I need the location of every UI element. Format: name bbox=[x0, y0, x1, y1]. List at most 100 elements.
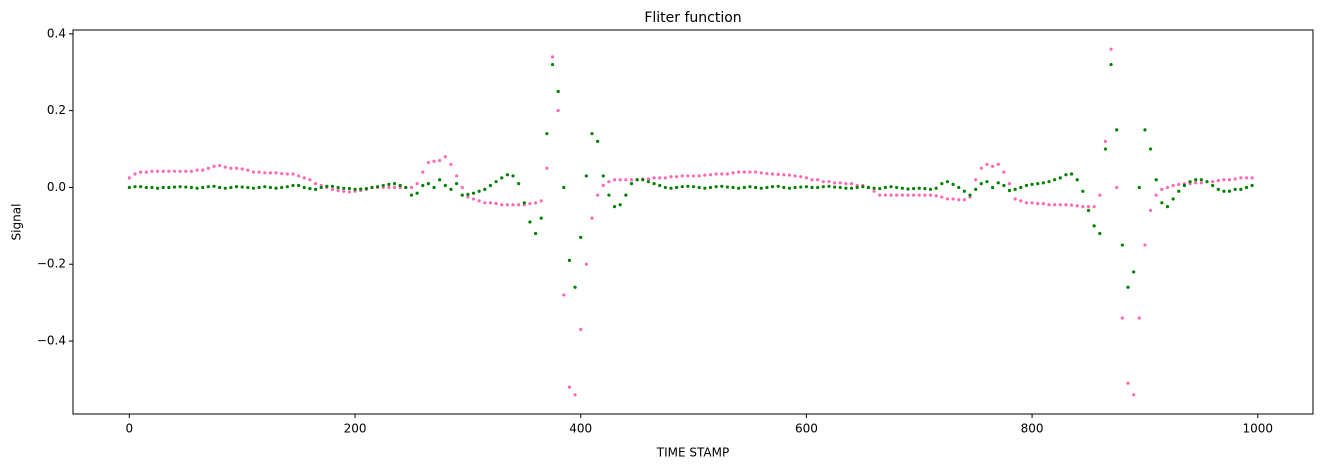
scatter-point bbox=[810, 178, 814, 182]
scatter-point bbox=[567, 258, 572, 262]
scatter-point bbox=[330, 184, 335, 188]
scatter-point bbox=[562, 185, 566, 190]
scatter-point bbox=[494, 201, 498, 206]
scatter-point bbox=[1019, 185, 1023, 190]
scatter-point bbox=[471, 197, 476, 201]
scatter-point bbox=[1222, 178, 1226, 182]
scatter-point bbox=[646, 180, 651, 184]
scatter-point bbox=[1154, 193, 1158, 197]
scatter-point bbox=[737, 170, 741, 174]
scatter-point bbox=[607, 180, 611, 184]
y-tick-label: 0.2 bbox=[47, 103, 66, 117]
scatter-point bbox=[144, 170, 148, 174]
scatter-point bbox=[466, 195, 470, 199]
scatter-point bbox=[895, 185, 899, 190]
scatter-point bbox=[1013, 187, 1017, 191]
scatter-point bbox=[1002, 183, 1006, 188]
scatter-point bbox=[1058, 176, 1062, 180]
scatter-point bbox=[957, 198, 961, 202]
scatter-point bbox=[844, 182, 848, 186]
scatter-point bbox=[945, 197, 950, 201]
scatter-point bbox=[359, 187, 363, 191]
scatter-point bbox=[426, 182, 430, 186]
scatter-point bbox=[663, 176, 667, 180]
scatter-point bbox=[234, 185, 239, 189]
scatter-point bbox=[488, 201, 493, 205]
scatter-point bbox=[1211, 180, 1215, 184]
scatter-point bbox=[985, 162, 989, 166]
scatter-point bbox=[274, 186, 278, 190]
scatter-point bbox=[584, 262, 588, 266]
scatter-point bbox=[652, 182, 656, 186]
x-tick-label: 0 bbox=[126, 422, 134, 436]
scatter-point bbox=[201, 168, 205, 172]
scatter-point bbox=[1053, 203, 1057, 207]
scatter-point bbox=[454, 174, 459, 178]
scatter-point bbox=[505, 173, 509, 177]
scatter-point bbox=[833, 185, 837, 189]
scatter-point bbox=[1227, 178, 1232, 182]
scatter-point bbox=[974, 187, 978, 191]
scatter-point bbox=[1194, 178, 1198, 182]
scatter-point bbox=[878, 186, 882, 191]
scatter-point bbox=[1165, 185, 1170, 190]
scatter-point bbox=[1177, 189, 1181, 193]
scatter-point bbox=[1222, 189, 1226, 193]
scatter-point bbox=[629, 182, 634, 186]
scatter-point bbox=[438, 178, 442, 182]
scatter-point bbox=[206, 185, 210, 189]
scatter-point bbox=[928, 193, 933, 197]
scatter-point bbox=[229, 166, 233, 170]
scatter-point bbox=[590, 216, 594, 220]
scatter-point bbox=[844, 186, 848, 190]
scatter-point bbox=[381, 183, 385, 188]
scatter-point bbox=[1081, 205, 1085, 209]
scatter-point bbox=[195, 186, 199, 190]
scatter-point bbox=[765, 185, 769, 190]
scatter-point bbox=[432, 159, 436, 163]
scatter-point bbox=[849, 182, 854, 186]
scatter-point bbox=[590, 132, 594, 136]
scatter-point bbox=[1092, 205, 1096, 209]
scatter-point bbox=[900, 186, 904, 190]
scatter-point bbox=[517, 203, 521, 207]
scatter-point bbox=[714, 185, 718, 189]
scatter-point bbox=[449, 187, 453, 191]
plot-area bbox=[127, 47, 1254, 397]
scatter-point bbox=[833, 181, 837, 185]
scatter-point bbox=[285, 172, 289, 176]
scatter-point bbox=[201, 185, 205, 190]
scatter-point bbox=[1188, 180, 1192, 184]
scatter-point bbox=[302, 176, 306, 180]
scatter-point bbox=[1115, 185, 1119, 190]
scatter-point bbox=[562, 293, 566, 297]
scatter-point bbox=[1244, 176, 1249, 180]
scatter-point bbox=[720, 172, 724, 176]
scatter-point bbox=[505, 203, 509, 207]
scatter-point bbox=[257, 170, 261, 174]
scatter-point bbox=[471, 191, 476, 195]
scatter-point bbox=[810, 185, 814, 190]
scatter-point bbox=[652, 176, 656, 180]
scatter-point bbox=[522, 201, 526, 205]
y-axis-label: Signal bbox=[10, 204, 24, 241]
scatter-point bbox=[804, 176, 809, 180]
scatter-point bbox=[223, 165, 227, 169]
scatter-point bbox=[550, 55, 555, 59]
scatter-point bbox=[1233, 177, 1237, 181]
scatter-point bbox=[1103, 139, 1108, 143]
scatter-point bbox=[996, 181, 1000, 185]
x-tick-label: 800 bbox=[1021, 422, 1044, 436]
scatter-point bbox=[500, 176, 504, 180]
scatter-point bbox=[624, 193, 628, 197]
scatter-point bbox=[460, 193, 464, 197]
scatter-point bbox=[426, 160, 430, 165]
scatter-point bbox=[838, 185, 842, 190]
y-tick-label: 0.4 bbox=[47, 26, 66, 40]
scatter-point bbox=[268, 185, 273, 190]
scatter-point bbox=[347, 190, 352, 194]
scatter-point bbox=[697, 185, 701, 190]
scatter-point bbox=[483, 187, 487, 191]
scatter-point bbox=[1007, 188, 1012, 193]
scatter-point bbox=[376, 185, 380, 189]
